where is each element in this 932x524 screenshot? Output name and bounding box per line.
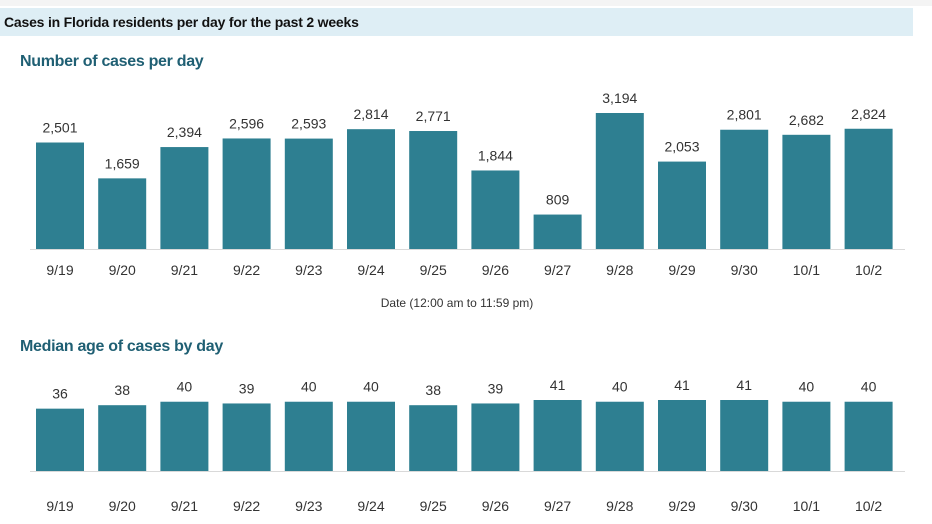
- age-bar-10/1: [782, 401, 831, 471]
- age-bar-9/19: [36, 408, 84, 471]
- cases-chart-title: Number of cases per day: [20, 53, 204, 70]
- cases-bar-9/28: [595, 113, 644, 249]
- cases-bar-10/1: [782, 134, 831, 249]
- age-tick-label: 9/29: [668, 498, 695, 514]
- cases-bar-9/22: [222, 138, 271, 249]
- age-bar-10/2: [844, 401, 893, 471]
- age-data-label: 39: [239, 380, 255, 396]
- cases-bar-9/20: [98, 178, 147, 249]
- cases-data-label: 2,682: [789, 112, 824, 128]
- age-tick-label: 9/27: [544, 498, 571, 514]
- cases-data-label: 2,771: [416, 108, 451, 124]
- age-tick-label: 9/22: [233, 498, 260, 514]
- cases-tick-label: 9/22: [233, 262, 260, 278]
- age-tick-label: 9/24: [357, 498, 384, 514]
- cases-bar-9/30: [720, 129, 769, 249]
- cases-data-label: 809: [546, 192, 570, 208]
- age-data-label: 41: [550, 377, 566, 393]
- age-bar-9/29: [658, 400, 706, 471]
- age-data-label: 36: [52, 386, 68, 402]
- cases-data-label: 2,824: [851, 106, 886, 122]
- cases-tick-label: 9/27: [544, 262, 571, 278]
- age-data-label: 40: [363, 379, 379, 395]
- cases-tick-label: 9/24: [357, 262, 384, 278]
- cases-data-label: 2,501: [42, 120, 77, 136]
- age-bar-9/27: [533, 400, 582, 471]
- age-tick-label: 9/19: [46, 498, 73, 514]
- cases-tick-label: 9/20: [109, 262, 136, 278]
- top-strip: [0, 0, 932, 6]
- age-data-label: 39: [488, 380, 504, 396]
- cases-tick-label: 9/30: [731, 262, 758, 278]
- cases-bar-10/2: [844, 128, 893, 249]
- age-chart-title: Median age of cases by day: [20, 338, 223, 355]
- cases-bar-9/23: [284, 138, 333, 249]
- banner-title: Cases in Florida residents per day for t…: [0, 8, 913, 36]
- cases-bar-9/29: [658, 161, 706, 249]
- age-bar-9/26: [471, 403, 520, 471]
- age-tick-label: 9/23: [295, 498, 322, 514]
- age-tick-label: 10/2: [855, 498, 882, 514]
- cases-tick-label: 9/28: [606, 262, 633, 278]
- age-bar-9/23: [284, 401, 333, 471]
- cases-bar-9/26: [471, 170, 520, 249]
- cases-data-label: 2,801: [727, 107, 762, 123]
- cases-tick-label: 9/26: [482, 262, 509, 278]
- age-bar-9/22: [222, 403, 271, 471]
- cases-x-axis-label: Date (12:00 am to 11:59 pm): [381, 296, 534, 310]
- cases-tick-label: 10/1: [793, 262, 820, 278]
- cases-tick-label: 9/29: [668, 262, 695, 278]
- cases-bar-9/25: [409, 131, 458, 249]
- cases-data-label: 3,194: [602, 90, 637, 106]
- age-tick-label: 9/30: [731, 498, 758, 514]
- age-data-label: 41: [736, 377, 752, 393]
- age-bar-9/20: [98, 405, 147, 471]
- cases-data-label: 1,844: [478, 147, 513, 163]
- cases-data-label: 2,596: [229, 115, 264, 131]
- cases-tick-label: 9/25: [420, 262, 447, 278]
- age-bar-9/21: [160, 401, 209, 471]
- cases-tick-label: 9/21: [171, 262, 198, 278]
- cases-bar-9/27: [533, 214, 582, 249]
- age-tick-label: 9/26: [482, 498, 509, 514]
- age-bar-9/28: [595, 401, 644, 471]
- cases-tick-label: 10/2: [855, 262, 882, 278]
- cases-tick-label: 9/23: [295, 262, 322, 278]
- age-data-label: 40: [301, 379, 317, 395]
- age-data-label: 38: [425, 382, 441, 398]
- cases-tick-label: 9/19: [46, 262, 73, 278]
- age-tick-label: 9/20: [109, 498, 136, 514]
- age-data-label: 40: [612, 379, 628, 395]
- cases-bar-9/19: [36, 142, 84, 249]
- age-data-label: 38: [114, 382, 130, 398]
- cases-bar-9/24: [347, 129, 395, 249]
- cases-data-label: 2,593: [291, 116, 326, 132]
- age-tick-label: 10/1: [793, 498, 820, 514]
- age-data-label: 40: [799, 379, 815, 395]
- age-tick-label: 9/21: [171, 498, 198, 514]
- cases-data-label: 2,394: [167, 124, 202, 140]
- age-data-label: 40: [861, 379, 877, 395]
- cases-data-label: 2,053: [664, 139, 699, 155]
- age-bar-9/25: [409, 405, 458, 471]
- age-bar-9/24: [347, 401, 395, 471]
- age-bar-9/30: [720, 400, 769, 471]
- cases-data-label: 1,659: [105, 155, 140, 171]
- age-data-label: 40: [177, 379, 193, 395]
- age-data-label: 41: [674, 377, 690, 393]
- cases-data-label: 2,814: [353, 106, 388, 122]
- cases-bar-9/21: [160, 147, 209, 249]
- age-tick-label: 9/28: [606, 498, 633, 514]
- age-tick-label: 9/25: [420, 498, 447, 514]
